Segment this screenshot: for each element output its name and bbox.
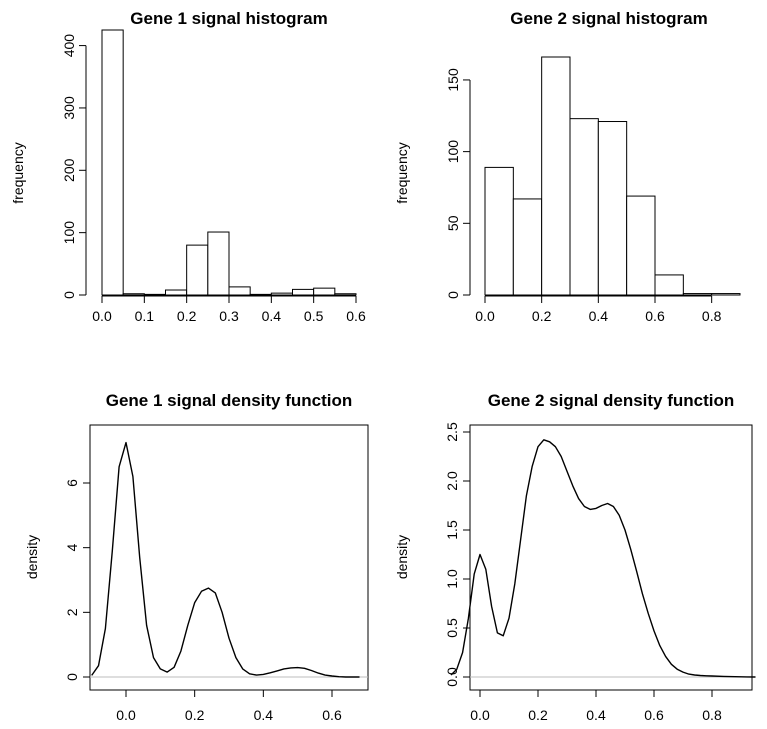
histogram-bar (313, 287, 336, 296)
histogram-bar (228, 286, 251, 296)
histogram-bar (682, 293, 713, 296)
density-curve (450, 439, 756, 678)
y-tick-label: 400 (61, 34, 77, 58)
x-tick-label: 0.4 (254, 707, 274, 723)
y-axis-label: frequency (10, 142, 26, 203)
histogram-bar (654, 274, 684, 296)
panel-gene2-density: Gene 2 signal density function density 0… (394, 391, 756, 723)
y-tick-label: 4 (64, 544, 80, 552)
y-tick-label: 100 (61, 221, 77, 245)
x-tick-label: 0.6 (644, 707, 664, 723)
chart-title: Gene 2 signal histogram (510, 9, 707, 28)
y-tick-label: 150 (445, 68, 461, 92)
x-tick-label: 0.2 (528, 707, 548, 723)
histogram-bar (569, 118, 599, 296)
panel-gene1-histogram: Gene 1 signal histogram frequency 0.0 0.1… (10, 9, 366, 324)
histogram-bar (626, 195, 656, 296)
y-tick-label: 2.0 (444, 471, 460, 491)
histogram-bar (512, 198, 543, 296)
histogram-bar (597, 121, 628, 296)
density-curve (91, 441, 360, 678)
chart-title: Gene 1 signal density function (106, 391, 353, 410)
y-tick-label: 50 (445, 215, 461, 231)
chart-title: Gene 1 signal histogram (130, 9, 327, 28)
y-tick-label: 0 (445, 291, 461, 299)
x-tick-label: 0.5 (304, 308, 324, 324)
x-tick-label: 0.1 (135, 308, 155, 324)
histogram-bar (249, 293, 272, 296)
y-tick-label: 300 (61, 96, 77, 120)
y-tick-label: 200 (61, 158, 77, 182)
x-tick-label: 0.8 (702, 707, 722, 723)
y-axis-label: density (394, 535, 410, 579)
x-tick-label: 0.0 (116, 707, 136, 723)
x-tick-label: 0.6 (346, 308, 366, 324)
histogram-bar (334, 293, 357, 296)
y-axis-label: frequency (394, 142, 410, 203)
panel-gene2-histogram: Gene 2 signal histogram frequency 0.0 0.2… (394, 9, 741, 324)
x-tick-label: 0.3 (219, 308, 239, 324)
x-tick-label: 0.6 (645, 308, 665, 324)
y-tick-label: 2.5 (444, 422, 460, 442)
histogram-bar (484, 166, 514, 296)
y-tick-label: 6 (64, 479, 80, 487)
y-axis-label: density (24, 535, 40, 579)
y-tick-label: 1.5 (444, 520, 460, 540)
histogram-bar (711, 293, 741, 296)
x-tick-label: 0.2 (532, 308, 552, 324)
histogram-bar (122, 293, 145, 296)
y-tick-label: 0 (64, 673, 80, 681)
histogram-bar (186, 244, 209, 296)
x-tick-label: 0.4 (586, 707, 606, 723)
histogram-bar (292, 288, 315, 296)
plot-frame (469, 424, 753, 691)
histogram-bar (270, 292, 294, 296)
x-tick-label: 0.6 (322, 707, 342, 723)
y-tick-label: 0 (61, 291, 77, 299)
y-tick-label: 100 (445, 140, 461, 164)
histogram-bar (541, 56, 571, 296)
histogram-bar (165, 289, 188, 296)
x-tick-label: 0.2 (185, 707, 205, 723)
plot-frame (89, 424, 369, 691)
histogram-bar (143, 293, 166, 296)
x-tick-label: 0.4 (589, 308, 609, 324)
y-tick-label: 0.0 (444, 667, 460, 687)
x-tick-label: 0.0 (92, 308, 112, 324)
panel-gene1-density: Gene 1 signal density function density 0… (24, 391, 369, 723)
y-tick-label: 1.0 (444, 569, 460, 589)
x-tick-label: 0.0 (470, 707, 490, 723)
chart-title: Gene 2 signal density function (488, 391, 735, 410)
x-tick-label: 0.0 (475, 308, 495, 324)
y-tick-label: 0.5 (444, 618, 460, 638)
histogram-bar (101, 29, 124, 296)
y-tick-label: 2 (64, 608, 80, 616)
x-tick-label: 0.4 (262, 308, 282, 324)
histogram-bar (207, 231, 230, 296)
x-tick-label: 0.8 (702, 308, 722, 324)
x-tick-label: 0.2 (177, 308, 197, 324)
